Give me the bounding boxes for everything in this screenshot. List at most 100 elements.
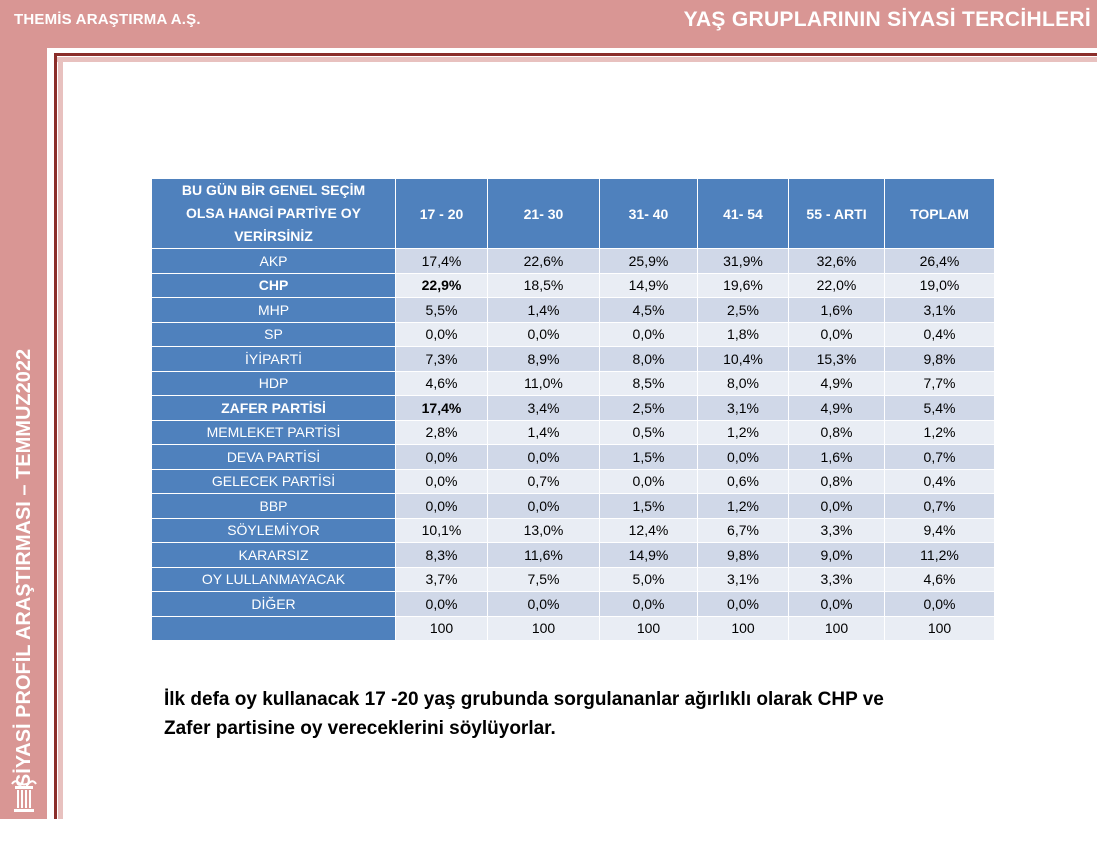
table-cell: 3,3%: [788, 517, 885, 543]
column-header: 31- 40: [599, 178, 698, 249]
table-cell: 14,9%: [599, 272, 698, 298]
party-name: KARARSIZ: [151, 542, 396, 568]
table-cell: 12,4%: [599, 517, 698, 543]
company-name: THEMİS ARAŞTIRMA A.Ş.: [14, 11, 201, 28]
table-cell: 2,8%: [395, 419, 488, 445]
table-cell: 11,6%: [487, 542, 600, 568]
table-cell: 1,6%: [788, 444, 885, 470]
table-cell: 3,4%: [487, 395, 600, 421]
party-name: GELECEK PARTİSİ: [151, 468, 396, 494]
table-cell: 0,0%: [487, 321, 600, 347]
table-cell: 0,0%: [395, 591, 488, 617]
table-row: HDP 4,6% 11,0% 8,5% 8,0% 4,9% 7,7%: [151, 370, 995, 396]
table-cell: 3,3%: [788, 566, 885, 592]
party-name: AKP: [151, 248, 396, 274]
column-header: 21- 30: [487, 178, 600, 249]
table-cell: 0,8%: [788, 419, 885, 445]
sidebar-band: SİYASİ PROFİL ARAŞTIRMASI – TEMMUZ2022: [0, 48, 47, 819]
table-row: İYİPARTİ 7,3% 8,9% 8,0% 10,4% 15,3% 9,8%: [151, 346, 995, 372]
table-body: AKP 17,4% 22,6% 25,9% 31,9% 32,6% 26,4% CHP 22,9…: [151, 248, 995, 641]
table-cell: 0,0%: [788, 591, 885, 617]
table-cell: 22,0%: [788, 272, 885, 298]
table-row: OY LULLANMAYACAK 3,7% 7,5% 5,0% 3,1% 3,3% 4,6%: [151, 566, 995, 592]
table-cell: 0,0%: [395, 321, 488, 347]
table-cell: 3,1%: [697, 395, 789, 421]
question-line: OLSA HANGİ PARTİYE OY: [185, 205, 361, 221]
table-cell: 10,4%: [697, 346, 789, 372]
table-cell: 0,4%: [884, 321, 995, 347]
table-cell: 100: [788, 615, 885, 641]
table-row: MHP 5,5% 1,4% 4,5% 2,5% 1,6% 3,1%: [151, 297, 995, 323]
table-cell: 8,0%: [599, 346, 698, 372]
table-cell: 0,0%: [884, 591, 995, 617]
frame-left-line: [54, 53, 57, 819]
question-header: BU GÜN BİR GENEL SEÇİM OLSA HANGİ PARTİY…: [151, 178, 396, 249]
table-cell: 0,0%: [395, 468, 488, 494]
table-cell: 0,0%: [487, 493, 600, 519]
column-header: 17 - 20: [395, 178, 488, 249]
table-row: DEVA PARTİSİ 0,0% 0,0% 1,5% 0,0% 1,6% 0,7%: [151, 444, 995, 470]
party-name: SÖYLEMİYOR: [151, 517, 396, 543]
table-cell: 0,0%: [395, 493, 488, 519]
table-cell: 5,0%: [599, 566, 698, 592]
table-cell: 8,0%: [697, 370, 789, 396]
table-cell: 2,5%: [697, 297, 789, 323]
table-cell: 4,9%: [788, 370, 885, 396]
party-name: CHP: [151, 272, 396, 298]
table-cell: 8,3%: [395, 542, 488, 568]
header-band: THEMİS ARAŞTIRMA A.Ş. YAŞ GRUPLARININ Sİ…: [0, 0, 1097, 48]
sidebar-vertical-text: SİYASİ PROFİL ARAŞTIRMASI – TEMMUZ2022: [13, 348, 35, 788]
party-name: ZAFER PARTİSİ: [151, 395, 396, 421]
table-cell: 0,0%: [395, 444, 488, 470]
table-cell: 14,9%: [599, 542, 698, 568]
table-cell: 17,4%: [395, 395, 488, 421]
question-line: BU GÜN BİR GENEL SEÇİM: [181, 182, 366, 198]
table-row: 100 100 100 100 100 100: [151, 615, 995, 641]
table-cell: 0,0%: [697, 591, 789, 617]
table-cell: 32,6%: [788, 248, 885, 274]
table-cell: 22,6%: [487, 248, 600, 274]
table-cell: 13,0%: [487, 517, 600, 543]
table-cell: 0,8%: [788, 468, 885, 494]
frame-left-shadow: [58, 57, 63, 819]
table-cell: 8,9%: [487, 346, 600, 372]
table-cell: 4,9%: [788, 395, 885, 421]
table-cell: 0,0%: [487, 591, 600, 617]
table-cell: 1,2%: [884, 419, 995, 445]
table-row: GELECEK PARTİSİ 0,0% 0,7% 0,0% 0,6% 0,8% 0,4%: [151, 468, 995, 494]
table-row: KARARSIZ 8,3% 11,6% 14,9% 9,8% 9,0% 11,2%: [151, 542, 995, 568]
table-cell: 7,5%: [487, 566, 600, 592]
table-cell: 0,5%: [599, 419, 698, 445]
column-header: 55 - ARTI: [788, 178, 885, 249]
table-cell: 1,2%: [697, 493, 789, 519]
table-cell: 10,1%: [395, 517, 488, 543]
frame-top-shadow: [54, 57, 1097, 62]
table-cell: 9,8%: [697, 542, 789, 568]
party-name: MEMLEKET PARTİSİ: [151, 419, 396, 445]
table-header-row: BU GÜN BİR GENEL SEÇİM OLSA HANGİ PARTİY…: [151, 178, 995, 249]
slide-title: YAŞ GRUPLARININ SİYASİ TERCİHLERİ: [683, 8, 1091, 31]
table-cell: 17,4%: [395, 248, 488, 274]
table-cell: 100: [599, 615, 698, 641]
table-cell: 1,5%: [599, 444, 698, 470]
table-cell: 0,6%: [697, 468, 789, 494]
table-cell: 15,3%: [788, 346, 885, 372]
table-row: SÖYLEMİYOR 10,1% 13,0% 12,4% 6,7% 3,3% 9,4%: [151, 517, 995, 543]
question-line: VERİRSİNİZ: [234, 228, 313, 244]
table-cell: 25,9%: [599, 248, 698, 274]
table-row: SP 0,0% 0,0% 0,0% 1,8% 0,0% 0,4%: [151, 321, 995, 347]
table-cell: 1,6%: [788, 297, 885, 323]
table-cell: 3,1%: [884, 297, 995, 323]
table-cell: 0,0%: [788, 321, 885, 347]
table-cell: 4,6%: [395, 370, 488, 396]
table-cell: 0,0%: [599, 321, 698, 347]
table-cell: 4,6%: [884, 566, 995, 592]
table-row: AKP 17,4% 22,6% 25,9% 31,9% 32,6% 26,4%: [151, 248, 995, 274]
table-cell: 19,0%: [884, 272, 995, 298]
table-row: CHP 22,9% 18,5% 14,9% 19,6% 22,0% 19,0%: [151, 272, 995, 298]
table-cell: 0,7%: [487, 468, 600, 494]
table-cell: 4,5%: [599, 297, 698, 323]
table-cell: 0,0%: [487, 444, 600, 470]
table-cell: 11,0%: [487, 370, 600, 396]
table-cell: 11,2%: [884, 542, 995, 568]
